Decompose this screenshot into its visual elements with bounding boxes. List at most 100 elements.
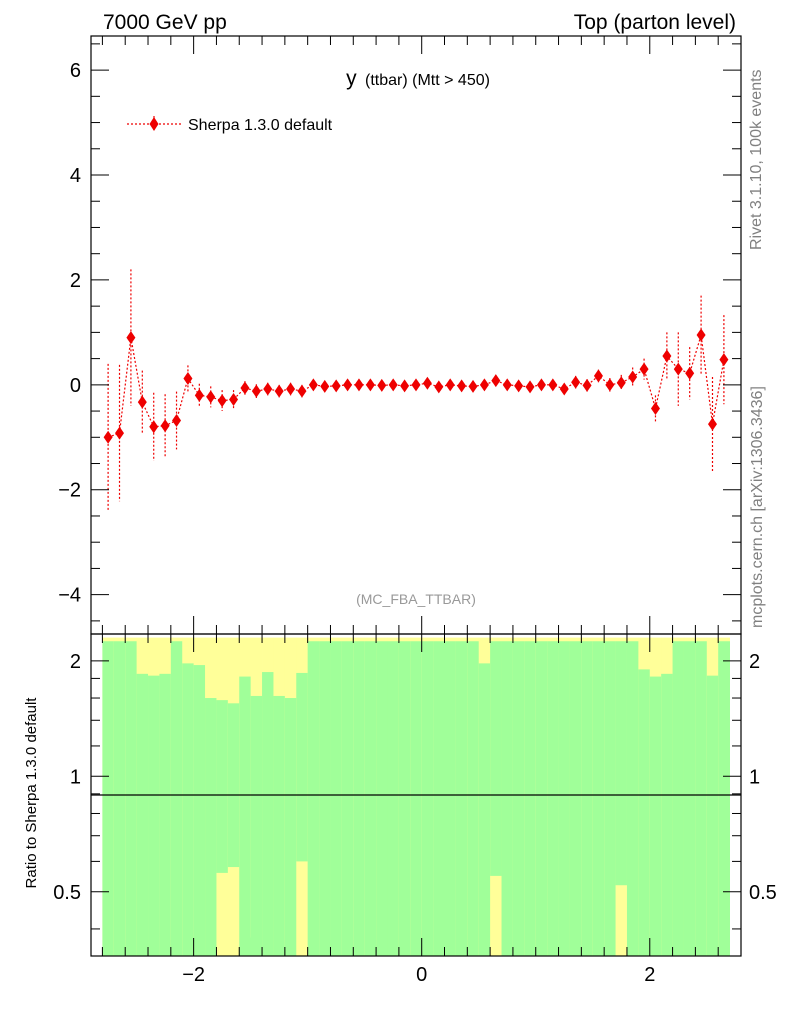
ratio-band-inner [170, 641, 183, 956]
data-point [343, 378, 353, 392]
data-point [445, 378, 455, 392]
data-point [491, 374, 501, 388]
data-point [616, 376, 626, 390]
legend: Sherpa 1.3.0 default [127, 116, 333, 134]
ratio-band-inner [398, 641, 411, 956]
data-point [194, 388, 204, 402]
data-point [628, 370, 638, 384]
ratio-band-inner [421, 641, 434, 956]
ratio-y-axis-label: Ratio to Sherpa 1.3.0 default [23, 697, 40, 889]
ratio-band-inner [535, 641, 548, 956]
series-sherpa [103, 269, 729, 511]
ratio-y-tick-labels-right: 0.5 1 2 [749, 651, 777, 904]
data-point [217, 394, 227, 408]
data-point [536, 378, 546, 392]
data-point [251, 384, 261, 398]
data-point [719, 353, 729, 367]
data-point [593, 369, 603, 383]
y-tick-label: 2 [70, 270, 81, 292]
data-point [274, 384, 284, 398]
ratio-band-inner [467, 641, 480, 956]
ratio-band-inner [136, 673, 149, 956]
data-point [263, 382, 273, 396]
data-point [502, 378, 512, 392]
ratio-band-inner [672, 641, 685, 956]
data-point [400, 379, 410, 393]
ratio-band-inner [341, 641, 354, 956]
ratio-y-tick-label: 1 [70, 766, 81, 788]
ratio-band-inner [604, 641, 616, 956]
ratio-y-tick-label: 2 [70, 651, 81, 673]
ratio-y-tick-label-right: 1 [749, 766, 760, 788]
x-tick-label: 2 [644, 964, 655, 986]
data-point [525, 380, 535, 394]
data-point [229, 393, 239, 407]
plot-title: y (ttbar) (Mtt > 450) [346, 67, 490, 90]
data-point [685, 366, 695, 380]
main-panel: −4 −2 0 2 4 6 y (ttbar) (Mtt > 450) Sherpa 1.… [58, 35, 742, 635]
ratio-band-inner [581, 641, 594, 956]
ratio-band-inner [387, 641, 400, 956]
x-tick-label: −2 [182, 964, 205, 986]
ratio-band-inner [193, 665, 206, 956]
ratio-band-inner [296, 672, 309, 862]
data-point [149, 420, 159, 434]
data-point [571, 375, 581, 389]
data-point [468, 379, 478, 393]
ratio-band-inner [250, 695, 263, 956]
data-point [286, 382, 296, 396]
y-tick-label: 0 [70, 375, 81, 397]
ratio-band-inner [592, 641, 605, 956]
ratio-band-inner [501, 641, 514, 956]
ratio-band-inner [262, 672, 274, 956]
data-point [696, 328, 706, 342]
data-point [650, 401, 660, 415]
data-point [605, 378, 615, 392]
data-point [183, 372, 193, 386]
data-point [160, 419, 170, 433]
data-point [206, 390, 216, 404]
ratio-band-inner [478, 663, 491, 956]
data-point [308, 378, 318, 392]
data-point [240, 381, 250, 395]
ratio-band-inner [205, 698, 217, 956]
ratio-band-inner [125, 641, 138, 956]
data-point [388, 378, 398, 392]
ratio-frame [90, 633, 742, 957]
data-point [411, 378, 421, 392]
ratio-band-inner [512, 641, 525, 956]
ratio-band-inner [376, 641, 388, 956]
ratio-band-inner [410, 641, 423, 956]
data-point [559, 382, 569, 396]
plot-title-suffix: (ttbar) (Mtt > 450) [365, 72, 490, 89]
data-point [422, 376, 432, 390]
data-point [662, 349, 672, 363]
legend-marker-icon [149, 117, 159, 131]
data-point [297, 384, 307, 398]
ratio-band-inner [239, 676, 252, 956]
data-point [103, 430, 113, 444]
ratio-band-inner [273, 695, 286, 956]
data-point [639, 362, 649, 376]
x-tick-label: 0 [416, 964, 427, 986]
y-tick-label: −4 [58, 585, 81, 607]
ratio-y-tick-label: 0.5 [53, 882, 81, 904]
ratio-band-inner [319, 641, 331, 956]
ratio-band-inner [444, 641, 457, 956]
ratio-band-inner [364, 641, 377, 956]
ratio-band-inner [683, 641, 696, 956]
ratio-y-tick-label-right: 0.5 [749, 882, 777, 904]
ratio-band-inner [159, 673, 172, 956]
ratio-band-inner [569, 641, 582, 956]
ratio-band-inner [695, 641, 708, 956]
x-tick-labels: −2 0 2 [182, 964, 655, 986]
beam-label: 7000 GeV pp [103, 11, 227, 34]
ratio-axis-ticks [91, 634, 742, 956]
ratio-band-inner [284, 698, 297, 956]
data-point [354, 378, 364, 392]
data-point [172, 414, 182, 428]
data-point [377, 378, 387, 392]
data-point [548, 378, 558, 392]
ratio-band-inner [558, 641, 571, 956]
